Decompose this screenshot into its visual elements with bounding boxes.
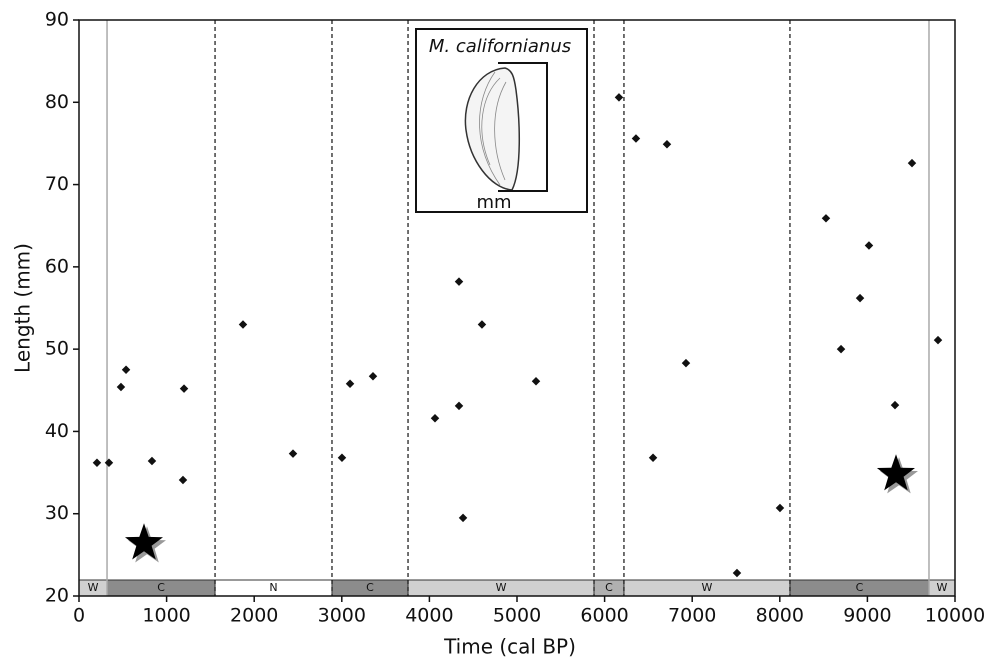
period-label: N	[269, 581, 277, 594]
y-tick-label: 80	[45, 91, 69, 113]
y-tick-label: 50	[45, 338, 69, 360]
x-tick-label: 3000	[318, 605, 366, 627]
point	[121, 365, 131, 374]
point	[890, 400, 900, 410]
point	[454, 277, 464, 286]
period-label: W	[702, 581, 713, 594]
period-label: C	[157, 581, 165, 594]
point	[178, 475, 188, 485]
point	[681, 358, 691, 368]
period-label: C	[856, 581, 864, 594]
point	[631, 134, 641, 143]
point	[477, 320, 487, 329]
point	[116, 382, 126, 392]
point	[179, 384, 189, 393]
shell-outline	[464, 67, 521, 191]
point	[368, 372, 378, 381]
point	[337, 453, 347, 463]
y-tick-label: 60	[45, 255, 69, 277]
point	[345, 379, 355, 388]
point	[907, 158, 917, 168]
star	[125, 523, 163, 560]
y-axis-label: Length (mm)	[11, 243, 35, 373]
point	[238, 320, 248, 329]
x-tick-label: 2000	[230, 605, 278, 627]
x-axis-label: Time (cal BP)	[443, 635, 576, 659]
x-tick-label: 1000	[142, 605, 190, 627]
y-tick-label: 40	[45, 420, 69, 442]
shell-lines	[479, 71, 507, 186]
period-label: W	[937, 581, 948, 594]
point	[531, 376, 541, 386]
point	[454, 401, 464, 411]
point	[662, 140, 672, 149]
x-tick-label: 4000	[405, 605, 453, 627]
point	[821, 214, 831, 223]
point	[864, 241, 874, 250]
x-tick-label: 9000	[843, 605, 891, 627]
inset-title: M. californianus	[429, 36, 571, 57]
x-tick-label: 0	[73, 605, 85, 627]
x-tick-label: 5000	[493, 605, 541, 627]
period-label: C	[605, 581, 613, 594]
point	[104, 458, 114, 467]
period-label: W	[496, 581, 507, 594]
y-tick-label: 90	[45, 9, 69, 31]
x-tick-label: 10000	[925, 605, 985, 627]
inset: M. californianus mm	[415, 28, 588, 213]
point	[836, 344, 846, 354]
point	[147, 456, 157, 466]
point	[648, 453, 658, 463]
point	[458, 513, 468, 523]
x-tick-label: 8000	[756, 605, 804, 627]
point	[430, 414, 440, 423]
x-tick-label: 7000	[668, 605, 716, 627]
period-label: W	[88, 581, 99, 594]
point	[933, 335, 943, 345]
point	[614, 93, 624, 102]
y-tick-label: 20	[45, 585, 69, 607]
point	[855, 293, 865, 303]
period-label: C	[366, 581, 374, 594]
inset-unit: mm	[476, 192, 511, 213]
point	[775, 503, 785, 513]
y-tick-label: 70	[45, 173, 69, 195]
point	[288, 449, 298, 458]
point	[92, 458, 102, 467]
y-tick-label: 30	[45, 502, 69, 524]
x-tick-label: 6000	[580, 605, 628, 627]
point	[732, 568, 742, 578]
star	[876, 454, 915, 491]
inset-measure	[498, 62, 548, 192]
